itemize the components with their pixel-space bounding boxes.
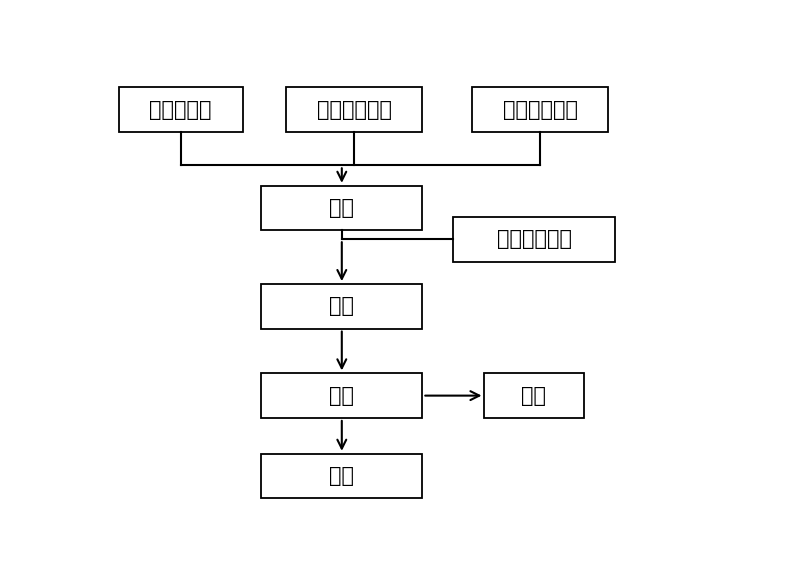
Bar	[472, 88, 608, 132]
Bar	[454, 217, 614, 262]
Text: 中和: 中和	[330, 296, 354, 316]
Bar	[262, 374, 422, 418]
Text: 滤渣: 滤渣	[330, 466, 354, 486]
Text: 氢氧化钙粉末: 氢氧化钙粉末	[497, 229, 571, 249]
Bar	[262, 284, 422, 329]
Bar	[286, 88, 422, 132]
Text: 过滤: 过滤	[330, 386, 354, 405]
Text: 纤维中和废液: 纤维中和废液	[502, 100, 578, 120]
Bar	[262, 454, 422, 498]
Bar	[485, 374, 584, 418]
Text: 凝固浴废液: 凝固浴废液	[150, 100, 212, 120]
Text: 滤液: 滤液	[522, 386, 546, 405]
Text: 纤维水洗废液: 纤维水洗废液	[317, 100, 392, 120]
Bar	[262, 186, 422, 230]
Bar	[118, 88, 242, 132]
Text: 混合: 混合	[330, 198, 354, 218]
